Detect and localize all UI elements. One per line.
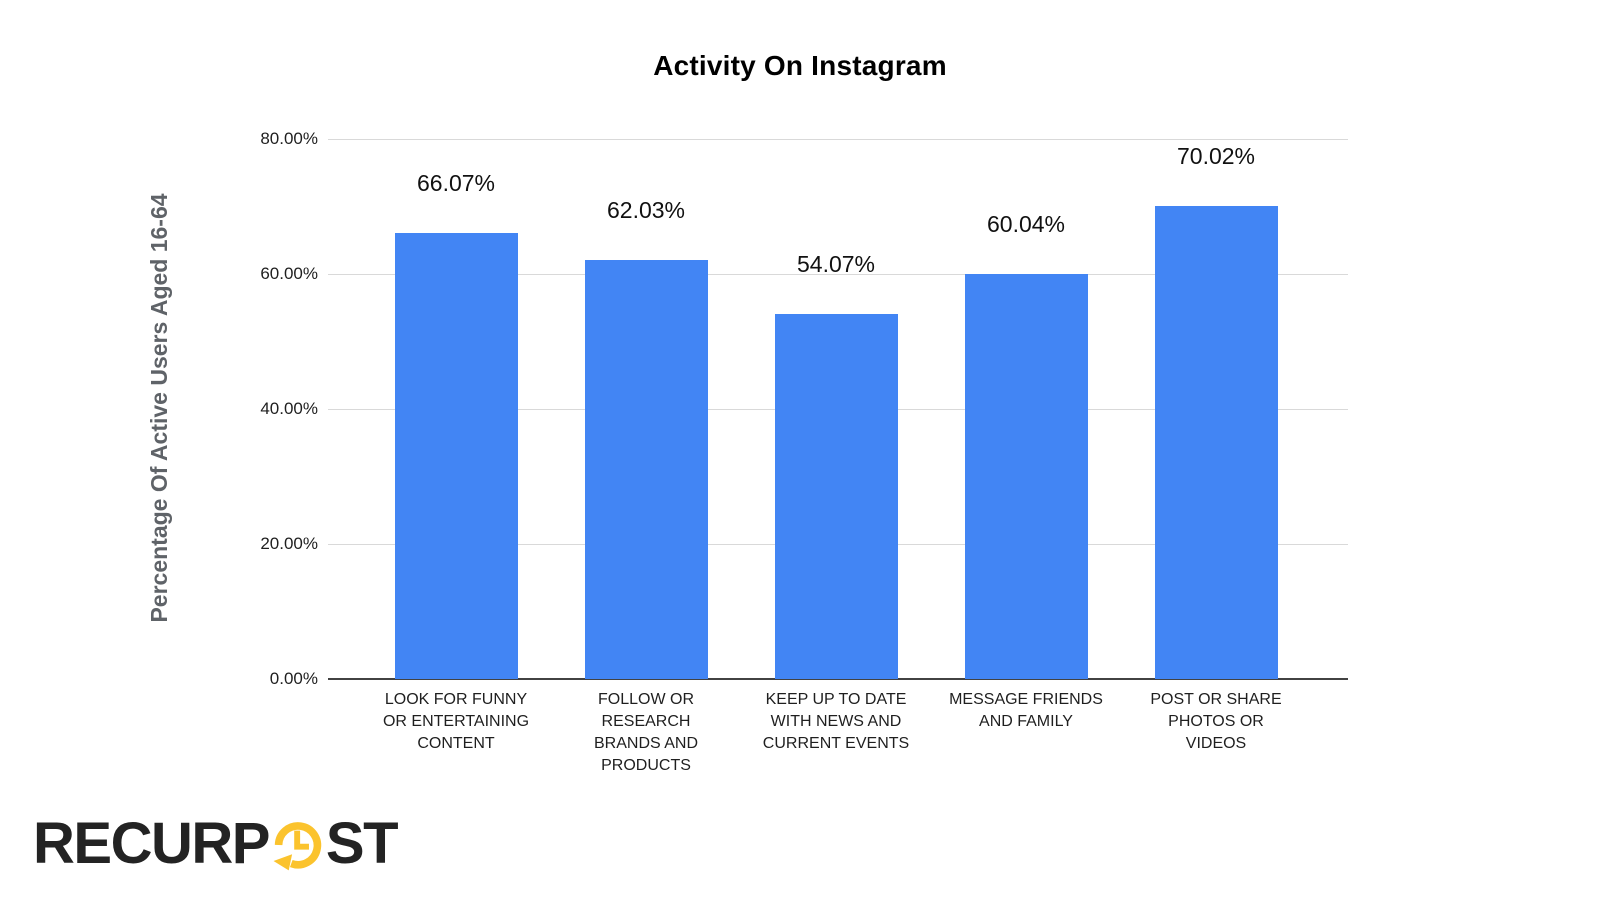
category-label: MESSAGE FRIENDS AND FAMILY bbox=[949, 691, 1103, 730]
y-tick-label: 20.00% bbox=[260, 534, 318, 553]
y-tick-label: 60.00% bbox=[260, 264, 318, 283]
bar bbox=[774, 314, 898, 679]
logo-text-after: ST bbox=[325, 811, 399, 876]
bar-value-label: 66.07% bbox=[416, 170, 495, 197]
bar bbox=[584, 260, 708, 679]
y-tick-label: 0.00% bbox=[269, 669, 318, 688]
category-label: POST OR SHARE PHOTOS OR VIDEOS bbox=[1150, 691, 1282, 752]
x-axis-line bbox=[328, 678, 1348, 680]
category-label: KEEP UP TO DATE WITH NEWS AND CURRENT EV… bbox=[762, 691, 910, 752]
category-label: LOOK FOR FUNNY OR ENTERTAINING CONTENT bbox=[382, 691, 530, 752]
category-label: FOLLOW OR RESEARCH BRANDS AND PRODUCTS bbox=[593, 691, 699, 774]
clock-history-icon bbox=[273, 822, 322, 871]
gridline bbox=[328, 274, 1348, 275]
y-tick-label: 40.00% bbox=[260, 399, 318, 418]
bar-value-label: 70.02% bbox=[1176, 143, 1255, 170]
y-axis-title: Percentage Of Active Users Aged 16-64 bbox=[146, 193, 172, 623]
recurpost-logo: RECURP ST bbox=[33, 811, 399, 876]
bar-value-label: 62.03% bbox=[606, 197, 685, 224]
gridline bbox=[328, 139, 1348, 140]
bar-value-label: 54.07% bbox=[796, 251, 875, 278]
bar-value-label: 60.04% bbox=[986, 210, 1065, 237]
bar bbox=[964, 273, 1088, 679]
bar bbox=[1154, 206, 1278, 679]
chart-title: Activity On Instagram bbox=[653, 50, 947, 81]
bar bbox=[394, 233, 518, 679]
y-tick-label: 80.00% bbox=[260, 129, 318, 148]
logo-text-before: RECURP bbox=[33, 811, 270, 876]
